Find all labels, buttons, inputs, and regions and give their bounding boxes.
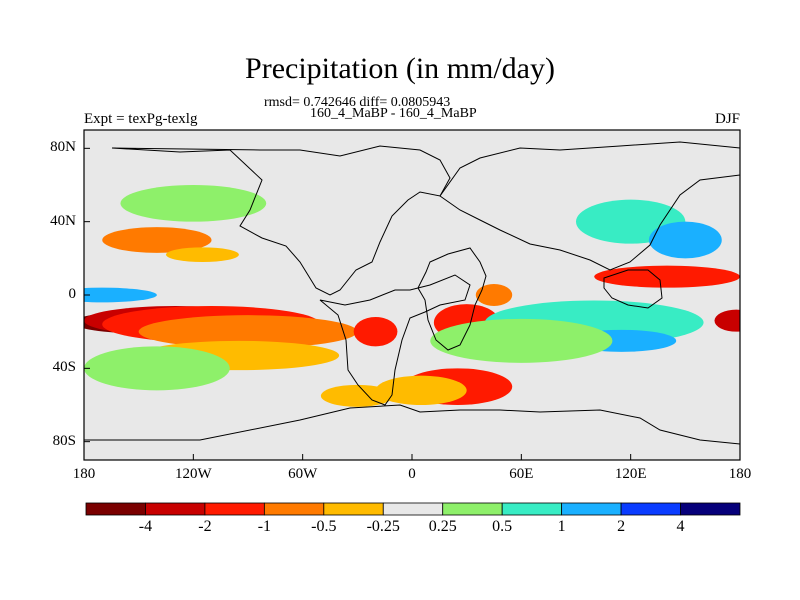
colorbar-label: 0.25 — [428, 518, 457, 535]
field-blob-12 — [475, 284, 513, 306]
plot-background — [84, 130, 740, 460]
chart-subtitle: rmsd= 0.742646 diff= 0.0805943 — [264, 95, 451, 110]
coastline-south-america — [319, 274, 471, 406]
x-tick-label: 0 — [408, 466, 416, 482]
field-blob-14 — [714, 309, 740, 332]
y-tick-label: 80N — [50, 139, 76, 156]
season-label: DJF — [714, 111, 740, 127]
colorbar-swatch — [85, 502, 146, 516]
case-label: 160_4_MaBP - 160_4_MaBP — [310, 106, 477, 121]
coastline-antarctica — [84, 404, 740, 460]
colorbar-swatch — [382, 502, 444, 516]
y-tick-label: 40S — [52, 359, 76, 376]
colorbar-swatch — [561, 502, 622, 516]
field-blob-22 — [430, 318, 613, 363]
colorbar-swatch — [442, 502, 503, 516]
experiment-label: Expt = texPg-texlg — [84, 111, 198, 127]
y-tick-label: 80S — [52, 432, 76, 449]
x-tick-label: 120W — [174, 466, 212, 482]
coastline-north-america — [111, 145, 451, 296]
x-tick-label: 180 — [728, 466, 752, 482]
chart-title: Precipitation (in mm/day) — [245, 52, 555, 85]
colorbar-swatch — [620, 502, 681, 516]
colorbar-label: -4 — [138, 518, 153, 535]
x-tick-label: 180 — [72, 466, 96, 482]
colorbar-label: -2 — [198, 518, 212, 535]
x-tick-label: 60E — [509, 466, 534, 482]
field-blob-9 — [320, 384, 394, 407]
colorbar-label: -0.5 — [311, 518, 337, 535]
y-tick-label: 0 — [68, 286, 77, 302]
field-blob-21 — [120, 185, 267, 222]
colorbar-swatch — [145, 502, 206, 516]
y-tick-label: 40N — [50, 212, 76, 229]
field-blob-19 — [84, 287, 157, 303]
field-blob-20 — [84, 346, 230, 391]
colorbar-swatch — [501, 502, 563, 516]
x-tick-label: 60W — [288, 466, 318, 482]
colorbar-label: 0.5 — [492, 518, 513, 535]
field-blob-6 — [166, 247, 239, 262]
field-blob-13 — [594, 265, 740, 288]
coastline-africa — [417, 247, 487, 351]
field-blob-8 — [375, 375, 467, 406]
colorbar-label: 2 — [617, 518, 626, 535]
field-blob-5 — [102, 227, 212, 253]
colorbar-swatch — [204, 502, 265, 516]
colorbar-swatch — [323, 502, 384, 516]
colorbar-swatch — [263, 502, 325, 516]
field-blob-10 — [353, 317, 398, 347]
coastline-eurasia — [439, 141, 740, 271]
colorbar-label: 4 — [676, 518, 685, 535]
colorbar-label: -1 — [257, 518, 272, 535]
coastline-australia — [603, 269, 663, 309]
field-blob-18 — [648, 221, 722, 259]
field-blob-3 — [138, 315, 358, 349]
colorbar-swatch — [680, 502, 741, 516]
x-tick-label: 120E — [614, 466, 647, 482]
colorbar-label: 1 — [557, 518, 566, 535]
colorbar-label: -0.25 — [366, 518, 400, 535]
